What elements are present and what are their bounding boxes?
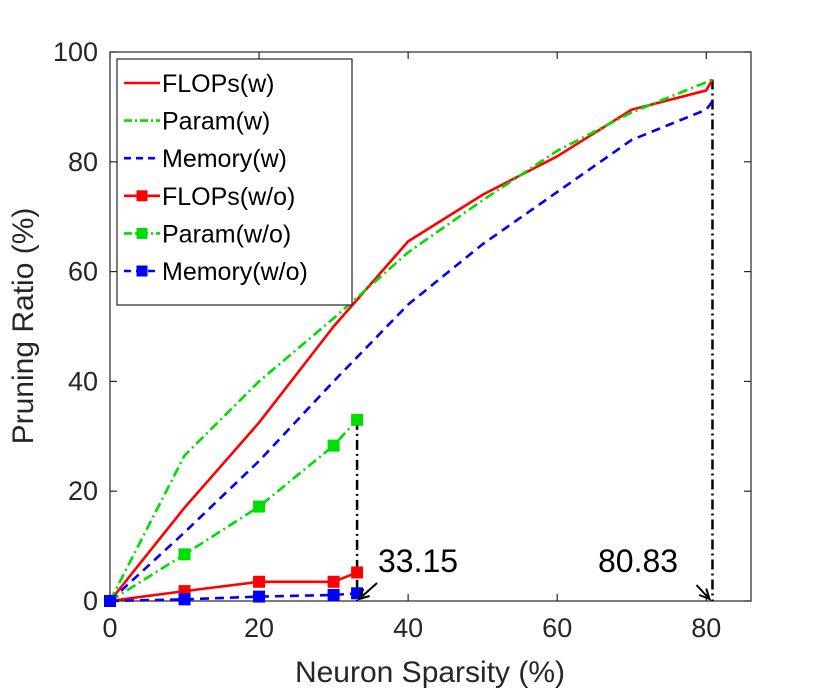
annotation-arrow-80-head: [698, 588, 712, 601]
series-layer: [104, 78, 714, 607]
data-point-FLOPs(w/o): [327, 575, 340, 588]
legend-box: [116, 58, 353, 306]
y-tick-label: 100: [53, 37, 98, 67]
data-point-FLOPs(w/o): [253, 575, 266, 588]
data-point-Param(w/o): [178, 548, 191, 561]
y-axis-label: Pruning Ratio (%): [7, 208, 40, 445]
series-line-Memory(w/o): [109, 592, 358, 603]
legend-marker-Memory(w/o): [136, 265, 148, 277]
annotation-label-33: 33.15: [378, 543, 458, 579]
x-tick-label: 40: [393, 613, 423, 643]
data-point-Memory(w/o): [351, 587, 364, 600]
legend-label-Param(w): Param(w): [162, 108, 270, 136]
data-point-Memory(w/o): [178, 593, 191, 606]
data-point-Memory(w/o): [327, 588, 340, 601]
annotation-arrow-80: [695, 584, 711, 600]
x-tick-label: 60: [542, 613, 572, 643]
y-tick-label: 80: [68, 147, 98, 177]
x-tick-label: 0: [102, 613, 117, 643]
legend-label-FLOPs(w): FLOPs(w): [162, 70, 275, 98]
data-point-Param(w/o): [253, 500, 266, 513]
series-line-Param(w/o): [109, 418, 359, 603]
y-tick-label: 0: [83, 586, 98, 616]
y-tick-label: 40: [68, 366, 98, 396]
annotation-guide-layer: [355, 79, 714, 601]
annotation-layer: 33.15 80.83: [357, 543, 712, 601]
data-point-FLOPs(w/o): [351, 566, 364, 579]
data-point-Param(w/o): [351, 413, 364, 426]
data-point-Memory(w/o): [253, 590, 266, 603]
data-point-Memory(w/o): [104, 595, 116, 607]
annotation-arrow-33: [358, 582, 378, 600]
y-tick-label: 20: [68, 476, 98, 506]
x-axis-label: Neuron Sparsity (%): [295, 656, 565, 689]
legend-label-FLOPs(w/o): FLOPs(w/o): [162, 183, 295, 211]
legend: FLOPs(w) Param(w) Memory(w) FLOPs(w/o) Param…: [116, 58, 353, 306]
annotation-arrow-33-head: [357, 588, 370, 601]
legend-label-Memory(w/o): Memory(w/o): [162, 258, 308, 286]
legend-label-Param(w/o): Param(w/o): [162, 220, 291, 248]
tick-layer: 0 20 40 60 80 0 20 40 60 80 100: [53, 37, 751, 643]
data-point-Param(w/o): [327, 439, 340, 452]
series-line-FLOPs(w): [108, 78, 714, 602]
annotation-label-80: 80.83: [598, 543, 678, 579]
y-tick-label: 60: [68, 257, 98, 287]
legend-label-Memory(w): Memory(w): [162, 145, 287, 173]
legend-marker-FLOPs(w/o): [136, 190, 148, 202]
x-tick-label: 80: [691, 613, 721, 643]
x-tick-label: 20: [244, 613, 274, 643]
legend-marker-Param(w/o): [136, 227, 148, 239]
series-line-Memory(w): [109, 100, 714, 602]
